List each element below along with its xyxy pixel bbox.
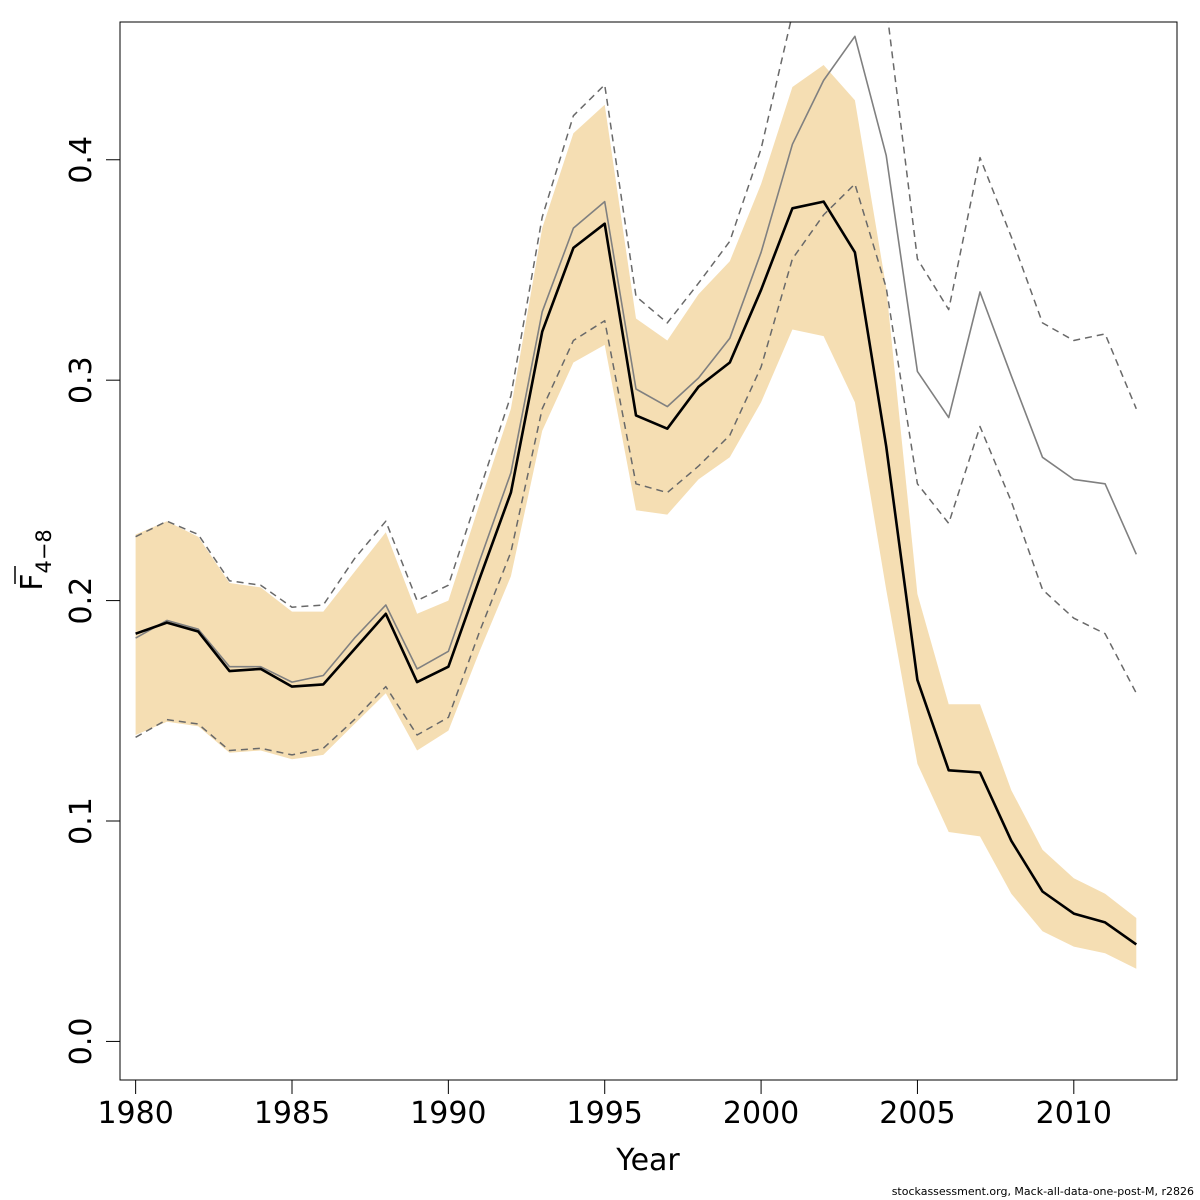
y-axis: 0.0 0.1 0.2 0.3 0.4	[64, 136, 121, 1066]
confidence-band	[135, 65, 1137, 969]
series-line-previous-lower	[135, 183, 1137, 756]
plot-frame	[119, 21, 1178, 1081]
x-tick-label: 2010	[1036, 1096, 1112, 1131]
svg-text:F4−8: F4−8	[15, 529, 56, 591]
x-tick-label: 1980	[97, 1096, 173, 1131]
y-tick-label: 0.3	[64, 356, 99, 404]
y-tick-label: 0.0	[64, 1018, 99, 1066]
x-tick-label: 1995	[567, 1096, 643, 1131]
x-axis-title: Year	[615, 1143, 680, 1178]
y-tick-label: 0.2	[64, 577, 99, 625]
y-tick-label: 0.4	[64, 136, 99, 184]
x-tick-label: 2005	[879, 1096, 955, 1131]
x-tick-label: 2000	[723, 1096, 799, 1131]
y-axis-title-sub: 4−8	[32, 529, 56, 573]
x-tick-label: 1990	[410, 1096, 486, 1131]
footer-credit: stockassessment.org, Mack-all-data-one-p…	[891, 1185, 1194, 1198]
y-tick-label: 0.1	[64, 797, 99, 845]
series-line-estimate	[135, 200, 1138, 946]
x-axis: 1980 1985 1990 1995 2000 2005 2010	[97, 1079, 1112, 1131]
series-line-previous	[135, 35, 1138, 683]
y-axis-title: F4−8	[14, 529, 56, 591]
series-line-previous-upper	[135, 22, 1137, 608]
plot-area	[135, 22, 1138, 969]
y-axis-title-main: F	[15, 574, 50, 591]
x-tick-label: 1985	[254, 1096, 330, 1131]
